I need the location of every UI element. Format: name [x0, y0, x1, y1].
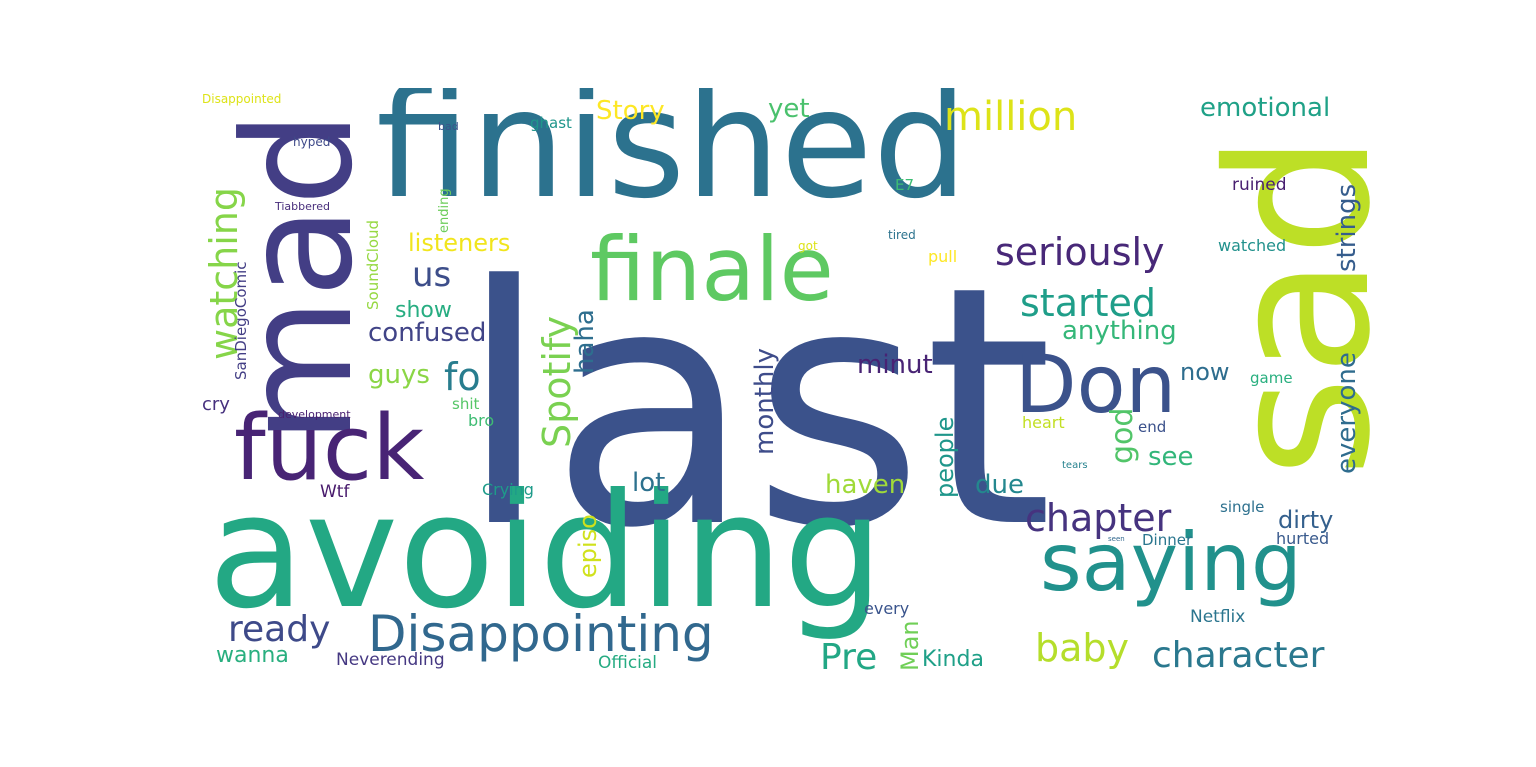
word-ruined: ruined: [1232, 175, 1287, 195]
word-yet: yet: [768, 94, 810, 124]
word-crying: Crying: [482, 480, 534, 499]
word-last: last: [458, 216, 1054, 600]
word-minut: minut: [857, 350, 933, 380]
word-seen: seen: [1108, 535, 1125, 543]
word-disappointed: Disappointed: [202, 92, 282, 106]
word-neverending: Neverending: [336, 650, 445, 670]
word-show: show: [395, 298, 452, 323]
word-fuck: fuck: [234, 396, 425, 501]
word-guys: guys: [368, 360, 430, 390]
word-ghast: ghast: [530, 114, 572, 132]
word-got: got: [798, 239, 818, 253]
word-chapter: chapter: [1025, 496, 1172, 540]
word-character: character: [1152, 635, 1325, 676]
word-ending: ending: [437, 188, 452, 233]
word-haha: haha: [570, 309, 600, 374]
word-bad: bad: [438, 120, 459, 133]
word-seriously: seriously: [995, 230, 1165, 274]
word-cloud: last avoiding finished sad mad finale fu…: [200, 88, 1372, 678]
word-man: Man: [896, 620, 924, 671]
word-due: due: [975, 470, 1024, 500]
word-god: god: [1105, 407, 1140, 464]
word-tears: tears: [1062, 460, 1088, 471]
word-shit: shit: [452, 395, 480, 413]
word-episo: episo: [574, 514, 602, 578]
word-cry: cry: [202, 394, 230, 415]
word-single: single: [1220, 498, 1265, 516]
word-finale: finale: [590, 218, 834, 321]
word-haven: haven: [825, 470, 906, 500]
word-fo: fo: [444, 355, 481, 399]
word-baby: baby: [1035, 626, 1130, 670]
word-sandiegocomic: SanDiegoComic: [232, 261, 250, 380]
word-dirty: dirty: [1278, 506, 1334, 534]
word-don: Don: [1015, 338, 1177, 431]
word-official: Official: [598, 653, 658, 673]
word-pre: Pre: [820, 637, 878, 678]
word-end: end: [1138, 418, 1167, 436]
word-ready: ready: [228, 609, 331, 650]
word-tired: tired: [888, 228, 916, 242]
word-game: game: [1250, 369, 1293, 387]
word-everyone: everyone: [1332, 352, 1362, 474]
word-million: million: [944, 94, 1078, 140]
word-story: Story: [596, 96, 665, 126]
word-soundcloud: SoundCloud: [364, 219, 382, 310]
word-development: development: [278, 408, 351, 421]
word-us: us: [412, 255, 452, 295]
word-every: every: [864, 599, 910, 618]
word-wtf: Wtf: [320, 482, 350, 502]
word-hyped: hyped: [293, 135, 331, 149]
word-finished: finished: [376, 88, 968, 232]
word-netflix: Netflix: [1190, 607, 1246, 627]
word-emotional: emotional: [1200, 93, 1331, 123]
word-strings: strings: [1332, 183, 1362, 272]
word-wanna: wanna: [216, 643, 289, 668]
word-disappointing: Disappointing: [368, 605, 714, 663]
word-confused: confused: [368, 318, 487, 348]
word-saying: saying: [1040, 516, 1302, 609]
word-dinner: Dinner: [1142, 531, 1193, 549]
word-started: started: [1020, 281, 1157, 325]
word-see: see: [1148, 442, 1194, 472]
word-anything: anything: [1062, 316, 1177, 346]
word-hurted: hurted: [1276, 529, 1330, 548]
word-watched: watched: [1218, 236, 1287, 255]
word-now: now: [1180, 358, 1230, 386]
word-heart: heart: [1022, 413, 1065, 432]
word-monthly: monthly: [750, 348, 780, 455]
word-pull: pull: [928, 247, 958, 266]
word-people: people: [931, 416, 959, 498]
word-kinda: Kinda: [922, 647, 984, 672]
word-lot: lot: [632, 468, 666, 498]
word-e7: E7: [895, 176, 915, 194]
word-bro: bro: [468, 411, 495, 430]
word-avoiding: avoiding: [208, 460, 884, 644]
word-tiabbered: Tiabbered: [275, 200, 330, 213]
word-listeners: listeners: [408, 229, 511, 257]
